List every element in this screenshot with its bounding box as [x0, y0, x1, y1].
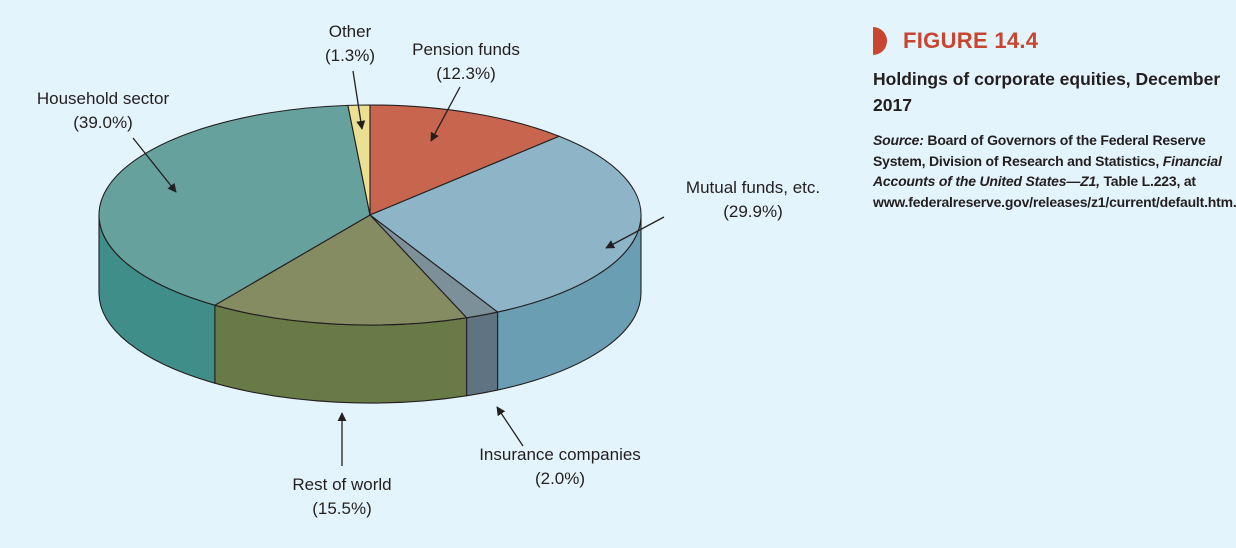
figure-header: FIGURE 14.4 [873, 26, 1223, 56]
label-other-name: Other [329, 22, 372, 41]
label-mutual-funds-pct: (29.9%) [723, 202, 783, 221]
source-italic: Financial Accounts of the United States—… [873, 152, 1222, 190]
source-text-1: Board of Governors of the Federal Reserv… [873, 132, 1206, 169]
slice-labels: Pension funds (12.3%) Mutual funds, etc. (2… [37, 22, 820, 518]
label-arrows [132, 70, 665, 466]
label-household-sector-pct: (39.0%) [73, 113, 133, 132]
figure-caption: FIGURE 14.4 Holdings of corporate equiti… [873, 26, 1236, 212]
pie-slice-rest-of-world [214, 214, 468, 326]
label-pension-funds-pct: (12.3%) [436, 64, 496, 83]
pie-slice-household-sector [98, 104, 371, 306]
arrow-mutual-funds [605, 216, 665, 249]
label-other-pct: (1.3%) [325, 46, 375, 65]
arrow-insurance-companies [496, 406, 524, 447]
label-mutual-funds-name: Mutual funds, etc. [686, 178, 820, 197]
pie-slice-pension-funds [369, 104, 560, 216]
figure-title: Holdings of corporate equities, December… [873, 69, 1221, 115]
figure-number: FIGURE 14.4 [903, 28, 1039, 53]
label-insurance-companies-name: Insurance companies [479, 445, 641, 464]
label-rest-of-world-pct: (15.5%) [312, 499, 372, 518]
figure-source: Source: Board of Governors of the Federa… [873, 130, 1236, 212]
label-household-sector-name: Household sector [37, 89, 170, 108]
pie-side-insurance-companies [466, 311, 499, 397]
arrow-household-sector [132, 137, 177, 193]
arrow-pension-funds [430, 86, 461, 142]
label-insurance-companies-pct: (2.0%) [535, 469, 585, 488]
source-label: Source: [873, 132, 924, 148]
source-text-2: Table L.223, at www.federalreserve.gov/r… [873, 173, 1236, 210]
arrow-other [352, 70, 366, 130]
figure-marker-icon [873, 27, 887, 55]
label-rest-of-world-name: Rest of world [292, 475, 391, 494]
label-pension-funds-name: Pension funds [412, 40, 520, 59]
pie-tops [98, 104, 642, 326]
pie-sides [98, 214, 642, 404]
pie-chart: Pension funds (12.3%) Mutual funds, etc. (2… [37, 22, 820, 518]
